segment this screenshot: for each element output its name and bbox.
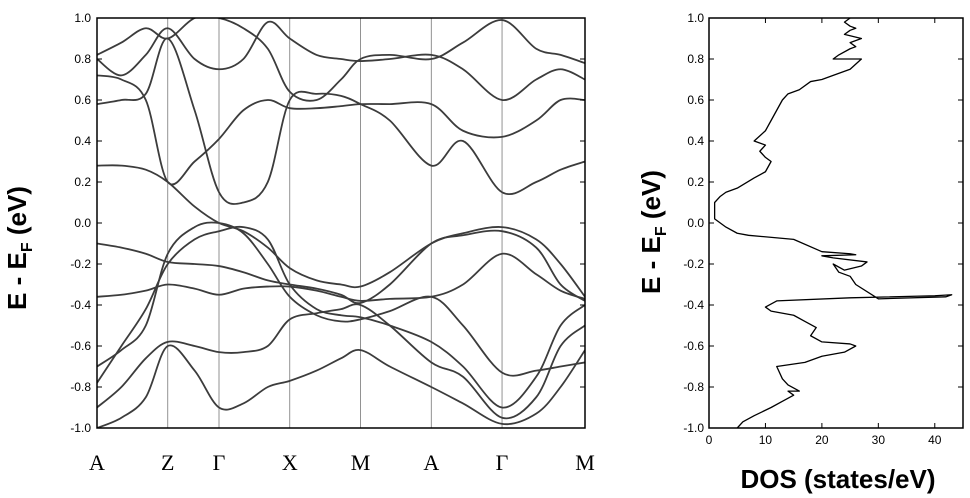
dos-y-ticks: 1.0 0.8 0.6 0.4 0.2 0.0 -0.2 -0.4 -0.6 -0.8 -1.0	[683, 11, 963, 435]
y-tick-label: -0.4	[70, 298, 91, 312]
band-line-7	[97, 37, 585, 205]
dos-x-tick-label: 0	[706, 433, 713, 447]
kpoint-label: X	[282, 450, 298, 475]
dos-x-ticks: 0 10 20 30 40	[706, 18, 942, 447]
kpoint-label: A	[89, 450, 105, 475]
dos-y-tick-label: 0.0	[687, 216, 704, 230]
y-tick-label: 0.4	[74, 134, 91, 148]
band-line-4	[97, 225, 585, 409]
y-tick-label: 0.6	[74, 93, 91, 107]
dos-y-tick-label: -0.2	[683, 257, 704, 271]
y-tick-label: 0.8	[74, 52, 91, 66]
dos-x-tick-label: 20	[815, 433, 829, 447]
dos-x-axis-label: DOS (states/eV)	[740, 464, 935, 494]
band-line-0	[97, 252, 585, 302]
y-tick-label: -1.0	[70, 421, 91, 435]
dos-y-tick-label: -0.4	[683, 298, 704, 312]
y-tick-label: -0.8	[70, 380, 91, 394]
dos-line	[713, 17, 953, 429]
dos-curve	[713, 17, 953, 429]
band-line-8	[97, 74, 585, 186]
dos-x-tick-label: 10	[759, 433, 773, 447]
band-structure-panel: 1.0 0.8 0.6 0.4 0.2 0.0 -0.2 -0.4 -0.6 -0.8 -1.0 A…	[2, 11, 595, 475]
band-line-3	[97, 221, 585, 377]
y-tick-label: 0.0	[74, 216, 91, 230]
dos-y-tick-label: 0.2	[687, 175, 704, 189]
dos-panel: 1.0 0.8 0.6 0.4 0.2 0.0 -0.2 -0.4 -0.6 -0.8 -1.0 0…	[636, 11, 964, 494]
dos-y-tick-label: 1.0	[687, 11, 704, 25]
band-grid	[167, 18, 503, 428]
dos-y-tick-label: -1.0	[683, 421, 704, 435]
band-line-5	[97, 303, 585, 420]
dos-x-tick-label: 40	[928, 433, 942, 447]
band-line-6	[97, 344, 585, 428]
kpoint-label: M	[575, 450, 595, 475]
dos-plot-frame	[708, 17, 964, 429]
dos-y-axis-label: E - EF (eV)	[636, 170, 670, 294]
kpoint-label: Γ	[496, 450, 509, 475]
dos-y-tick-label: -0.8	[683, 380, 704, 394]
y-tick-label: 0.2	[74, 175, 91, 189]
kpoint-label: Γ	[213, 450, 226, 475]
y-tick-label: -0.6	[70, 339, 91, 353]
band-line-1	[97, 229, 585, 305]
dos-y-tick-label: -0.6	[683, 339, 704, 353]
dos-x-tick-label: 30	[872, 433, 886, 447]
y-tick-label: 1.0	[74, 11, 91, 25]
kpoint-label: Z	[161, 450, 174, 475]
band-y-ticks: 1.0 0.8 0.6 0.4 0.2 0.0 -0.2 -0.4 -0.6 -0.8 -1.0	[70, 11, 585, 435]
dos-y-tick-label: 0.8	[687, 52, 704, 66]
dos-y-tick-label: 0.4	[687, 134, 704, 148]
band-line-9	[97, 20, 585, 101]
kpoint-label: A	[423, 450, 439, 475]
band-lines	[97, 18, 585, 428]
kpoint-label: M	[351, 450, 371, 475]
dos-y-tick-label: 0.6	[687, 93, 704, 107]
y-tick-label: -0.2	[70, 257, 91, 271]
band-y-axis-label: E - EF (eV)	[2, 186, 36, 310]
band-line-10	[97, 18, 585, 102]
